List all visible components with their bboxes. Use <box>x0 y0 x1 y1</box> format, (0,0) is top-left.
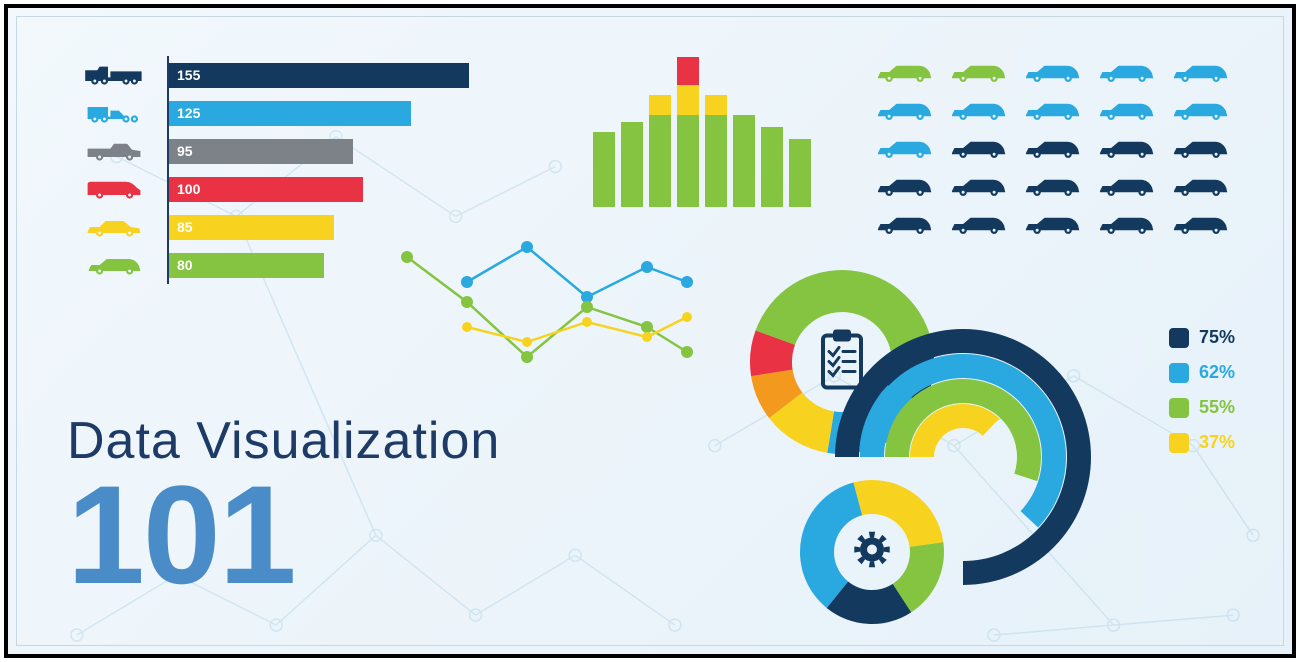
bar-value: 80 <box>169 253 324 278</box>
column <box>733 57 755 207</box>
legend-label: 62% <box>1199 362 1235 383</box>
legend-label: 37% <box>1199 432 1235 453</box>
car-icon <box>947 95 1013 129</box>
line-chart <box>387 227 707 387</box>
column-segment <box>761 127 783 207</box>
car-icon <box>1095 133 1161 167</box>
truck-semi-icon <box>67 63 167 87</box>
car-icon <box>1169 95 1235 129</box>
truck-box-icon <box>67 101 167 125</box>
car-icon <box>873 95 939 129</box>
column <box>621 57 643 207</box>
car-icon <box>1169 133 1235 167</box>
car-pictogram-grid <box>873 57 1235 243</box>
car-icon <box>947 133 1013 167</box>
column-segment <box>705 95 727 115</box>
column-segment <box>733 115 755 207</box>
car-icon <box>947 171 1013 205</box>
bar-value: 155 <box>169 63 469 88</box>
car-icon <box>1169 171 1235 205</box>
car-icon <box>1095 95 1161 129</box>
legend-swatch <box>1169 433 1189 453</box>
column-segment <box>705 115 727 207</box>
legend-swatch <box>1169 398 1189 418</box>
car-icon <box>873 57 939 91</box>
bar-value: 100 <box>169 177 363 202</box>
car-icon <box>873 171 939 205</box>
pickup-icon <box>67 139 167 163</box>
column <box>677 57 699 207</box>
bar-row: 155 <box>67 59 477 91</box>
legend-item: 62% <box>1169 362 1235 383</box>
legend-item: 75% <box>1169 327 1235 348</box>
car-icon <box>873 133 939 167</box>
column-segment <box>677 115 699 207</box>
radial-bar-chart <box>823 317 1103 597</box>
bar-value: 85 <box>169 215 334 240</box>
bar-value: 95 <box>169 139 353 164</box>
column-segment <box>789 139 811 207</box>
car-icon <box>1021 57 1087 91</box>
legend-swatch <box>1169 328 1189 348</box>
column <box>789 57 811 207</box>
bar-value: 125 <box>169 101 411 126</box>
column <box>761 57 783 207</box>
car-icon <box>1021 95 1087 129</box>
column <box>705 57 727 207</box>
bar-row: 125 <box>67 97 477 129</box>
bar-row: 95 <box>67 135 477 167</box>
hatchback-icon <box>67 253 167 277</box>
title-block: Data Visualization 101 <box>67 411 500 605</box>
column-segment <box>677 57 699 85</box>
stacked-column-chart <box>572 57 832 207</box>
car-icon <box>1095 209 1161 243</box>
bar-row: 100 <box>67 173 477 205</box>
column-segment <box>649 115 671 207</box>
car-icon <box>1095 57 1161 91</box>
column <box>593 57 615 207</box>
infographic-frame: Data Visualization 101 155 125 95 100 85 80 <box>4 4 1296 658</box>
legend-label: 55% <box>1199 397 1235 418</box>
car-icon <box>1169 209 1235 243</box>
car-icon <box>1021 133 1087 167</box>
legend-swatch <box>1169 363 1189 383</box>
car-icon <box>1169 57 1235 91</box>
title-line2: 101 <box>67 465 500 605</box>
column-segment <box>593 132 615 207</box>
inner-border: Data Visualization 101 155 125 95 100 85 80 <box>16 16 1284 646</box>
car-icon <box>1095 171 1161 205</box>
legend-item: 37% <box>1169 432 1235 453</box>
car-icon <box>947 209 1013 243</box>
column-segment <box>621 122 643 207</box>
car-icon <box>947 57 1013 91</box>
van-icon <box>67 177 167 201</box>
radial-legend: 75% 62% 55% 37% <box>1169 327 1235 467</box>
sedan-icon <box>67 215 167 239</box>
car-icon <box>1021 209 1087 243</box>
car-icon <box>873 209 939 243</box>
column-segment <box>649 95 671 115</box>
column-segment <box>677 85 699 115</box>
legend-label: 75% <box>1199 327 1235 348</box>
legend-item: 55% <box>1169 397 1235 418</box>
column <box>649 57 671 207</box>
car-icon <box>1021 171 1087 205</box>
